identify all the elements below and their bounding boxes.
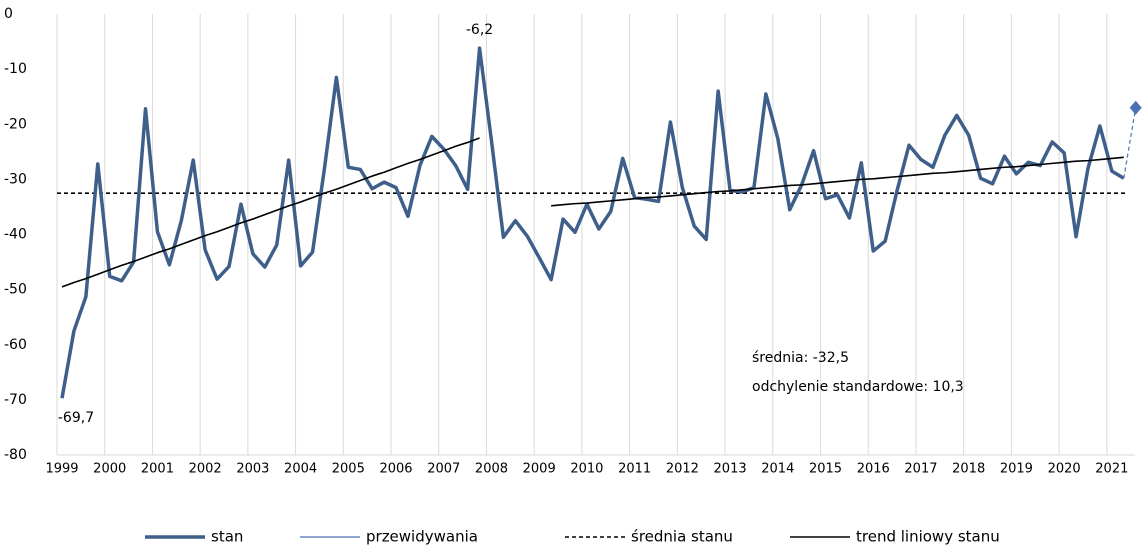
data-label: -6,2 — [466, 22, 493, 38]
x-tick-label: 2018 — [952, 462, 985, 477]
x-tick-label: 2006 — [379, 462, 412, 477]
x-tick-label: 2010 — [570, 462, 603, 477]
marker — [1129, 100, 1142, 115]
x-tick-label: 2008 — [475, 462, 508, 477]
legend-label: średnia stanu — [631, 528, 733, 546]
legend-label: trend liniowy stanu — [856, 528, 1000, 546]
x-tick-label: 2001 — [141, 462, 174, 477]
x-tick-label: 2005 — [332, 462, 365, 477]
series-line — [1123, 107, 1137, 179]
x-tick-label: 2013 — [714, 462, 747, 477]
y-tick-label: -20 — [4, 116, 27, 132]
y-tick-label: -10 — [4, 61, 27, 77]
y-tick-label: 0 — [4, 6, 13, 22]
x-tick-label: 2003 — [236, 462, 269, 477]
y-tick-label: -80 — [4, 447, 27, 463]
y-tick-label: -60 — [4, 337, 27, 353]
y-tick-label: -40 — [4, 227, 27, 243]
x-tick-label: 2019 — [1000, 462, 1033, 477]
x-tick-label: 2016 — [857, 462, 890, 477]
x-tick-label: 2020 — [1048, 462, 1081, 477]
series-line — [551, 156, 1124, 207]
data-label: -69,7 — [58, 410, 94, 426]
y-tick-label: -50 — [4, 282, 27, 298]
x-tick-label: 2011 — [618, 462, 651, 477]
annotation: odchylenie standardowe: 10,3 — [752, 379, 964, 395]
x-tick-label: 2017 — [904, 462, 937, 477]
y-tick-label: -70 — [4, 392, 27, 408]
series-line — [61, 137, 480, 288]
y-tick-label: -30 — [4, 171, 27, 187]
legend-label: przewidywania — [366, 528, 478, 546]
x-tick-label: 2012 — [666, 462, 699, 477]
x-tick-label: 2021 — [1095, 462, 1128, 477]
x-tick-label: 2002 — [189, 462, 222, 477]
x-tick-label: 2009 — [523, 462, 556, 477]
annotation: średnia: -32,5 — [752, 350, 849, 366]
x-tick-label: 2015 — [809, 462, 842, 477]
series-line — [60, 46, 1125, 399]
x-tick-label: 1999 — [45, 462, 78, 477]
legend-label: stan — [211, 528, 243, 546]
x-tick-label: 2000 — [93, 462, 126, 477]
x-tick-label: 2004 — [284, 462, 317, 477]
x-tick-label: 2014 — [761, 462, 794, 477]
x-tick-label: 2007 — [427, 462, 460, 477]
